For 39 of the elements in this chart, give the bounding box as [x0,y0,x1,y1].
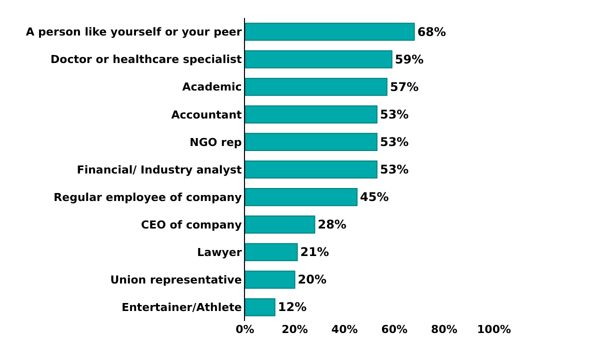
x-tick-label: 60% [381,323,408,336]
data-label: 53% [380,107,409,122]
data-label: 28% [318,218,346,232]
data-label: 59% [394,52,424,66]
data-label: 21% [300,245,330,260]
y-tick-label: Lawyer [197,246,242,259]
data-label: 45% [360,190,389,204]
x-tick-label: 100% [477,323,511,336]
x-tick-label: 80% [431,323,458,336]
x-tick-label: 0% [236,323,254,336]
y-tick-label: Union representative [110,274,242,287]
bar [245,188,358,206]
y-tick-label: A person like yourself or your peer [26,26,242,39]
y-tick-label: Doctor or healthcare specialist [50,53,242,66]
bar [245,270,296,289]
data-label: 53% [380,134,409,149]
bar [245,132,378,151]
bar [245,298,276,316]
data-label: 20% [298,272,327,287]
bar [245,160,378,179]
y-tick-label: NGO rep [190,136,242,149]
data-label: 53% [380,162,409,176]
bar [245,105,378,124]
y-tick-label: Academic [182,80,242,94]
y-tick-label: CEO of company [141,218,242,232]
x-tick-label: 40% [331,323,358,336]
data-label: 12% [278,300,307,314]
x-tick-label: 20% [282,323,308,336]
bar [245,216,316,234]
y-tick-label: Regular employee of company [54,190,242,204]
bar [245,243,298,262]
bar [245,22,415,41]
y-tick-label: Accountant [171,108,242,122]
data-label: 57% [390,80,419,94]
data-label: 68% [417,24,446,39]
bar [245,78,388,96]
y-tick-label: Entertainer/Athlete [122,301,242,314]
bar [245,50,392,68]
y-tick-label: Financial/ Industry analyst [76,163,242,176]
